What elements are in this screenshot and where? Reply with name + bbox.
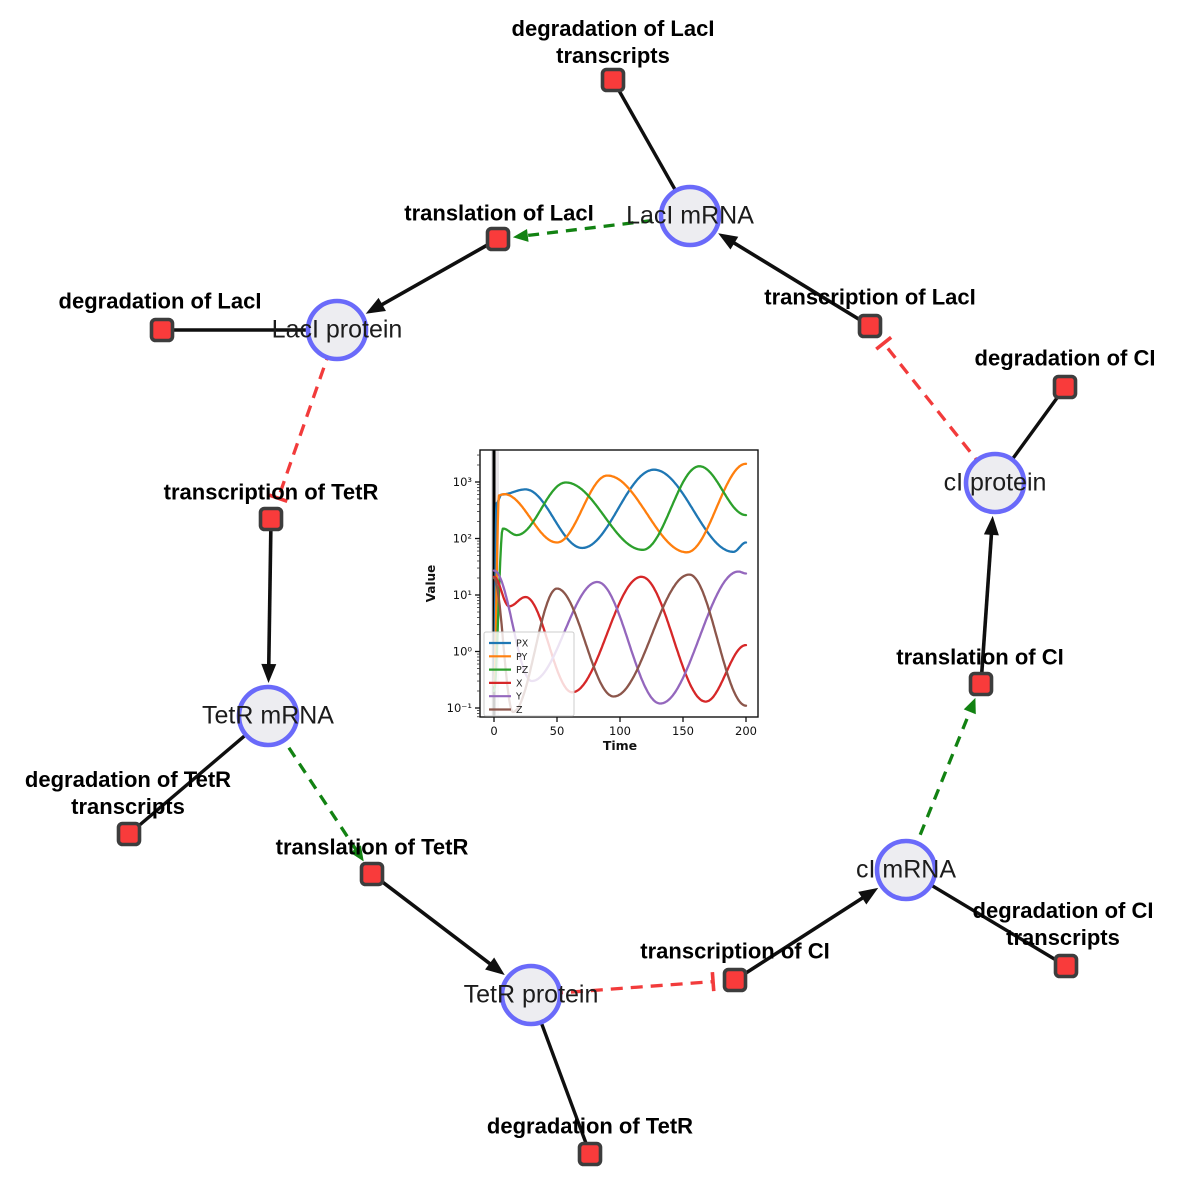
species-node-tetr-mrna[interactable] bbox=[236, 684, 300, 748]
reaction-label-deg-laci: degradation of LacI bbox=[58, 288, 262, 314]
species-label-ci-prot: cI protein bbox=[943, 468, 1047, 497]
species-node-laci-mrna[interactable] bbox=[658, 184, 722, 248]
svg-text:200: 200 bbox=[735, 724, 757, 738]
y-axis-label: Value bbox=[424, 565, 438, 603]
chart-legend: PX PY PZ XYZ bbox=[483, 631, 575, 717]
reaction-label-deg-tetr-tx: degradation of TetR transcripts bbox=[24, 767, 232, 819]
species-label-tetr-mrna: TetR mRNA bbox=[202, 701, 334, 730]
reaction-label-deg-ci: degradation of CI bbox=[974, 345, 1156, 371]
legend-label-py: PY bbox=[516, 652, 528, 663]
edge-tr-tetr-to-tetr-mrna bbox=[261, 518, 277, 684]
svg-text:10⁰: 10⁰ bbox=[453, 645, 473, 659]
legend-label-pz: PZ bbox=[516, 665, 529, 676]
legend-label-y: Y bbox=[515, 692, 522, 703]
svg-text:0: 0 bbox=[490, 724, 497, 738]
reaction-node-deg-laci[interactable] bbox=[149, 317, 175, 343]
reaction-node-tr-laci[interactable] bbox=[857, 313, 883, 339]
reaction-node-transl-ci[interactable] bbox=[968, 671, 994, 697]
reaction-node-tr-ci[interactable] bbox=[722, 967, 748, 993]
plot-panel bbox=[422, 438, 775, 765]
legend-label-x: X bbox=[516, 678, 523, 689]
axes-box bbox=[479, 449, 759, 718]
reaction-label-transl-laci: translation of LacI bbox=[404, 200, 594, 226]
species-node-ci-mrna[interactable] bbox=[874, 838, 938, 902]
x-axis-label: Time bbox=[603, 738, 637, 753]
reaction-node-deg-laci-tx[interactable] bbox=[600, 67, 626, 93]
species-label-tetr-prot: TetR protein bbox=[463, 980, 599, 1009]
species-label-ci-mrna: cI mRNA bbox=[856, 855, 956, 884]
edge-transl-ci-to-ci-prot bbox=[979, 515, 999, 685]
reaction-label-deg-ci-tx: degradation of CI transcripts bbox=[972, 898, 1154, 950]
legend-label-z: Z bbox=[516, 705, 523, 716]
reaction-node-tr-tetr[interactable] bbox=[258, 506, 284, 532]
reaction-node-transl-tetr[interactable] bbox=[359, 861, 385, 887]
reaction-node-deg-tetr-tx[interactable] bbox=[116, 821, 142, 847]
reaction-label-tr-tetr: transcription of TetR bbox=[163, 479, 379, 505]
reaction-label-deg-laci-tx: degradation of LacI transcripts bbox=[511, 16, 715, 68]
legend-label-px: PX bbox=[516, 639, 529, 650]
species-label-laci-mrna: LacI mRNA bbox=[626, 201, 754, 230]
reaction-label-tr-laci: transcription of LacI bbox=[764, 284, 976, 310]
svg-text:50: 50 bbox=[550, 724, 565, 738]
reaction-node-deg-tetr[interactable] bbox=[577, 1141, 603, 1167]
species-label-laci-prot: LacI protein bbox=[271, 315, 403, 344]
reaction-label-transl-tetr: translation of TetR bbox=[275, 834, 469, 860]
edge-transl-laci-to-laci-prot bbox=[365, 237, 499, 314]
species-node-laci-prot[interactable] bbox=[305, 298, 369, 362]
svg-text:150: 150 bbox=[672, 724, 694, 738]
series-py bbox=[492, 462, 748, 687]
species-node-tetr-prot[interactable] bbox=[499, 963, 563, 1027]
series-x bbox=[492, 575, 748, 703]
reaction-label-deg-tetr: degradation of TetR bbox=[486, 1113, 694, 1139]
edge-tr-ci-to-ci-mrna bbox=[734, 887, 879, 982]
reaction-label-tr-ci: transcription of CI bbox=[640, 938, 830, 964]
series-pz bbox=[492, 465, 748, 693]
reaction-node-deg-ci[interactable] bbox=[1052, 374, 1078, 400]
reaction-node-deg-ci-tx[interactable] bbox=[1053, 953, 1079, 979]
svg-text:10¹: 10¹ bbox=[453, 588, 472, 602]
svg-text:10⁻¹: 10⁻¹ bbox=[447, 701, 472, 715]
svg-text:10³: 10³ bbox=[453, 475, 473, 489]
reaction-label-transl-ci: translation of CI bbox=[896, 644, 1064, 670]
series-px bbox=[492, 468, 748, 683]
reaction-node-transl-laci[interactable] bbox=[485, 226, 511, 252]
svg-text:100: 100 bbox=[609, 724, 631, 738]
edge-transl-tetr-to-tetr-prot bbox=[370, 872, 505, 976]
species-node-ci-prot[interactable] bbox=[963, 451, 1027, 515]
svg-text:10²: 10² bbox=[453, 532, 472, 546]
nodes-layer bbox=[116, 67, 1079, 1167]
axis-ticks: 10⁻¹ 10⁰ 10¹ 10² 10³ 0 50 100 150 200 bbox=[447, 454, 757, 738]
edge-tr-laci-to-laci-mrna bbox=[718, 233, 871, 328]
